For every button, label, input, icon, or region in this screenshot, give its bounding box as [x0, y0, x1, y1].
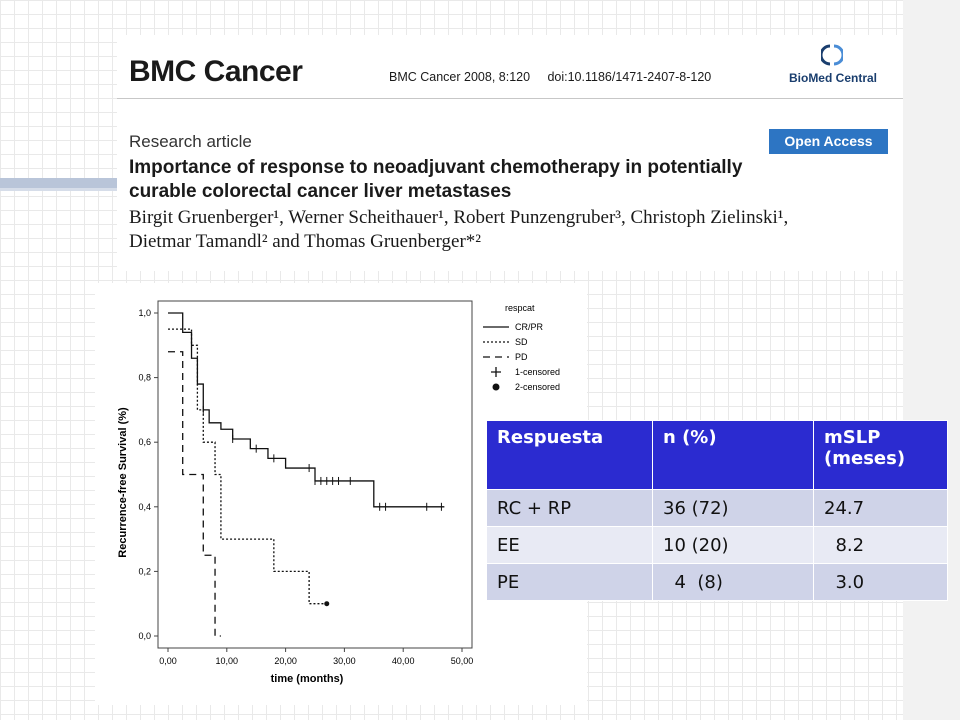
- x-tick-label: 30,00: [333, 656, 356, 666]
- survival-chart: 0,0 0,2 0,4 0,6 0,8 1,0 0,00 10,00 20,00 30,00 40,…: [117, 300, 560, 685]
- article-authors: Birgit Gruenberger¹, Werner Scheithauer¹…: [129, 207, 789, 252]
- y-tick-label: 0,0: [138, 631, 151, 641]
- y-tick-label: 0,8: [138, 373, 151, 383]
- legend-label: 2-censored: [515, 382, 560, 392]
- table-row: EE 10 (20) 8.2: [486, 526, 948, 564]
- table-header-cell: n (%): [652, 420, 814, 490]
- legend-title: respcat: [505, 303, 535, 313]
- table-cell: 36 (72): [652, 489, 814, 527]
- table-cell: RC + RP: [486, 489, 653, 527]
- y-tick-label: 0,4: [138, 502, 151, 512]
- table-header-cell: mSLP (meses): [813, 420, 948, 490]
- legend-swatch: [492, 383, 500, 391]
- article-title: Importance of response to neoadjuvant ch…: [129, 157, 743, 202]
- open-access-badge: Open Access: [769, 129, 888, 154]
- table-header-row: Respuesta n (%) mSLP (meses): [486, 420, 948, 490]
- publisher-logo-icon: [821, 44, 843, 66]
- x-tick-label: 50,00: [451, 656, 474, 666]
- series-line-crpr: [168, 312, 445, 508]
- publisher-name: BioMed Central: [788, 71, 877, 85]
- decorative-bar-shadow: [0, 188, 120, 191]
- article-header: BMC Cancer BMC Cancer 2008, 8:120 doi:10…: [117, 35, 903, 271]
- table-row: PE 4 (8) 3.0: [486, 563, 948, 601]
- series-line-pd: [168, 351, 221, 637]
- doi: doi:10.1186/1471-2407-8-120: [547, 70, 712, 84]
- background-side-strip: [903, 0, 960, 720]
- citation: BMC Cancer 2008, 8:120: [389, 70, 531, 84]
- table-cell: 24.7: [813, 489, 948, 527]
- article-type: Research article: [129, 132, 252, 151]
- legend-label: CR/PR: [515, 322, 544, 332]
- plot-frame: [157, 300, 473, 649]
- x-tick-label: 0,00: [159, 656, 177, 666]
- table-cell: 10 (20): [652, 526, 814, 564]
- table-cell: 4 (8): [652, 563, 814, 601]
- x-tick-label: 10,00: [216, 656, 239, 666]
- x-axis-label: time (months): [271, 673, 344, 685]
- legend-swatch: [491, 367, 501, 377]
- table-row: RC + RP 36 (72) 24.7: [486, 489, 948, 527]
- x-tick-label: 40,00: [392, 656, 415, 666]
- legend-label: SD: [515, 337, 528, 347]
- y-tick-label: 1,0: [138, 308, 151, 318]
- decorative-bar: [0, 178, 120, 188]
- y-tick-label: 0,2: [138, 566, 151, 576]
- y-axis-label: Recurrence-free Survival (%): [117, 407, 129, 558]
- table-cell: 8.2: [813, 526, 948, 564]
- table-cell: EE: [486, 526, 653, 564]
- legend-label: 1-censored: [515, 367, 560, 377]
- header-divider: [117, 98, 903, 99]
- journal-citation: BMC Cancer 2008, 8:120 doi:10.1186/1471-…: [389, 70, 711, 84]
- table-cell: PE: [486, 563, 653, 601]
- y-tick-label: 0,6: [138, 437, 151, 447]
- series-line-sd: [168, 328, 327, 605]
- journal-name: BMC Cancer: [129, 55, 303, 88]
- censor-marker: [324, 601, 330, 607]
- table-cell: 3.0: [813, 563, 948, 601]
- legend-label: PD: [515, 352, 528, 362]
- table-header-cell: Respuesta: [486, 420, 653, 490]
- x-tick-label: 20,00: [274, 656, 297, 666]
- response-table: Respuesta n (%) mSLP (meses) RC + RP 36 …: [486, 420, 948, 601]
